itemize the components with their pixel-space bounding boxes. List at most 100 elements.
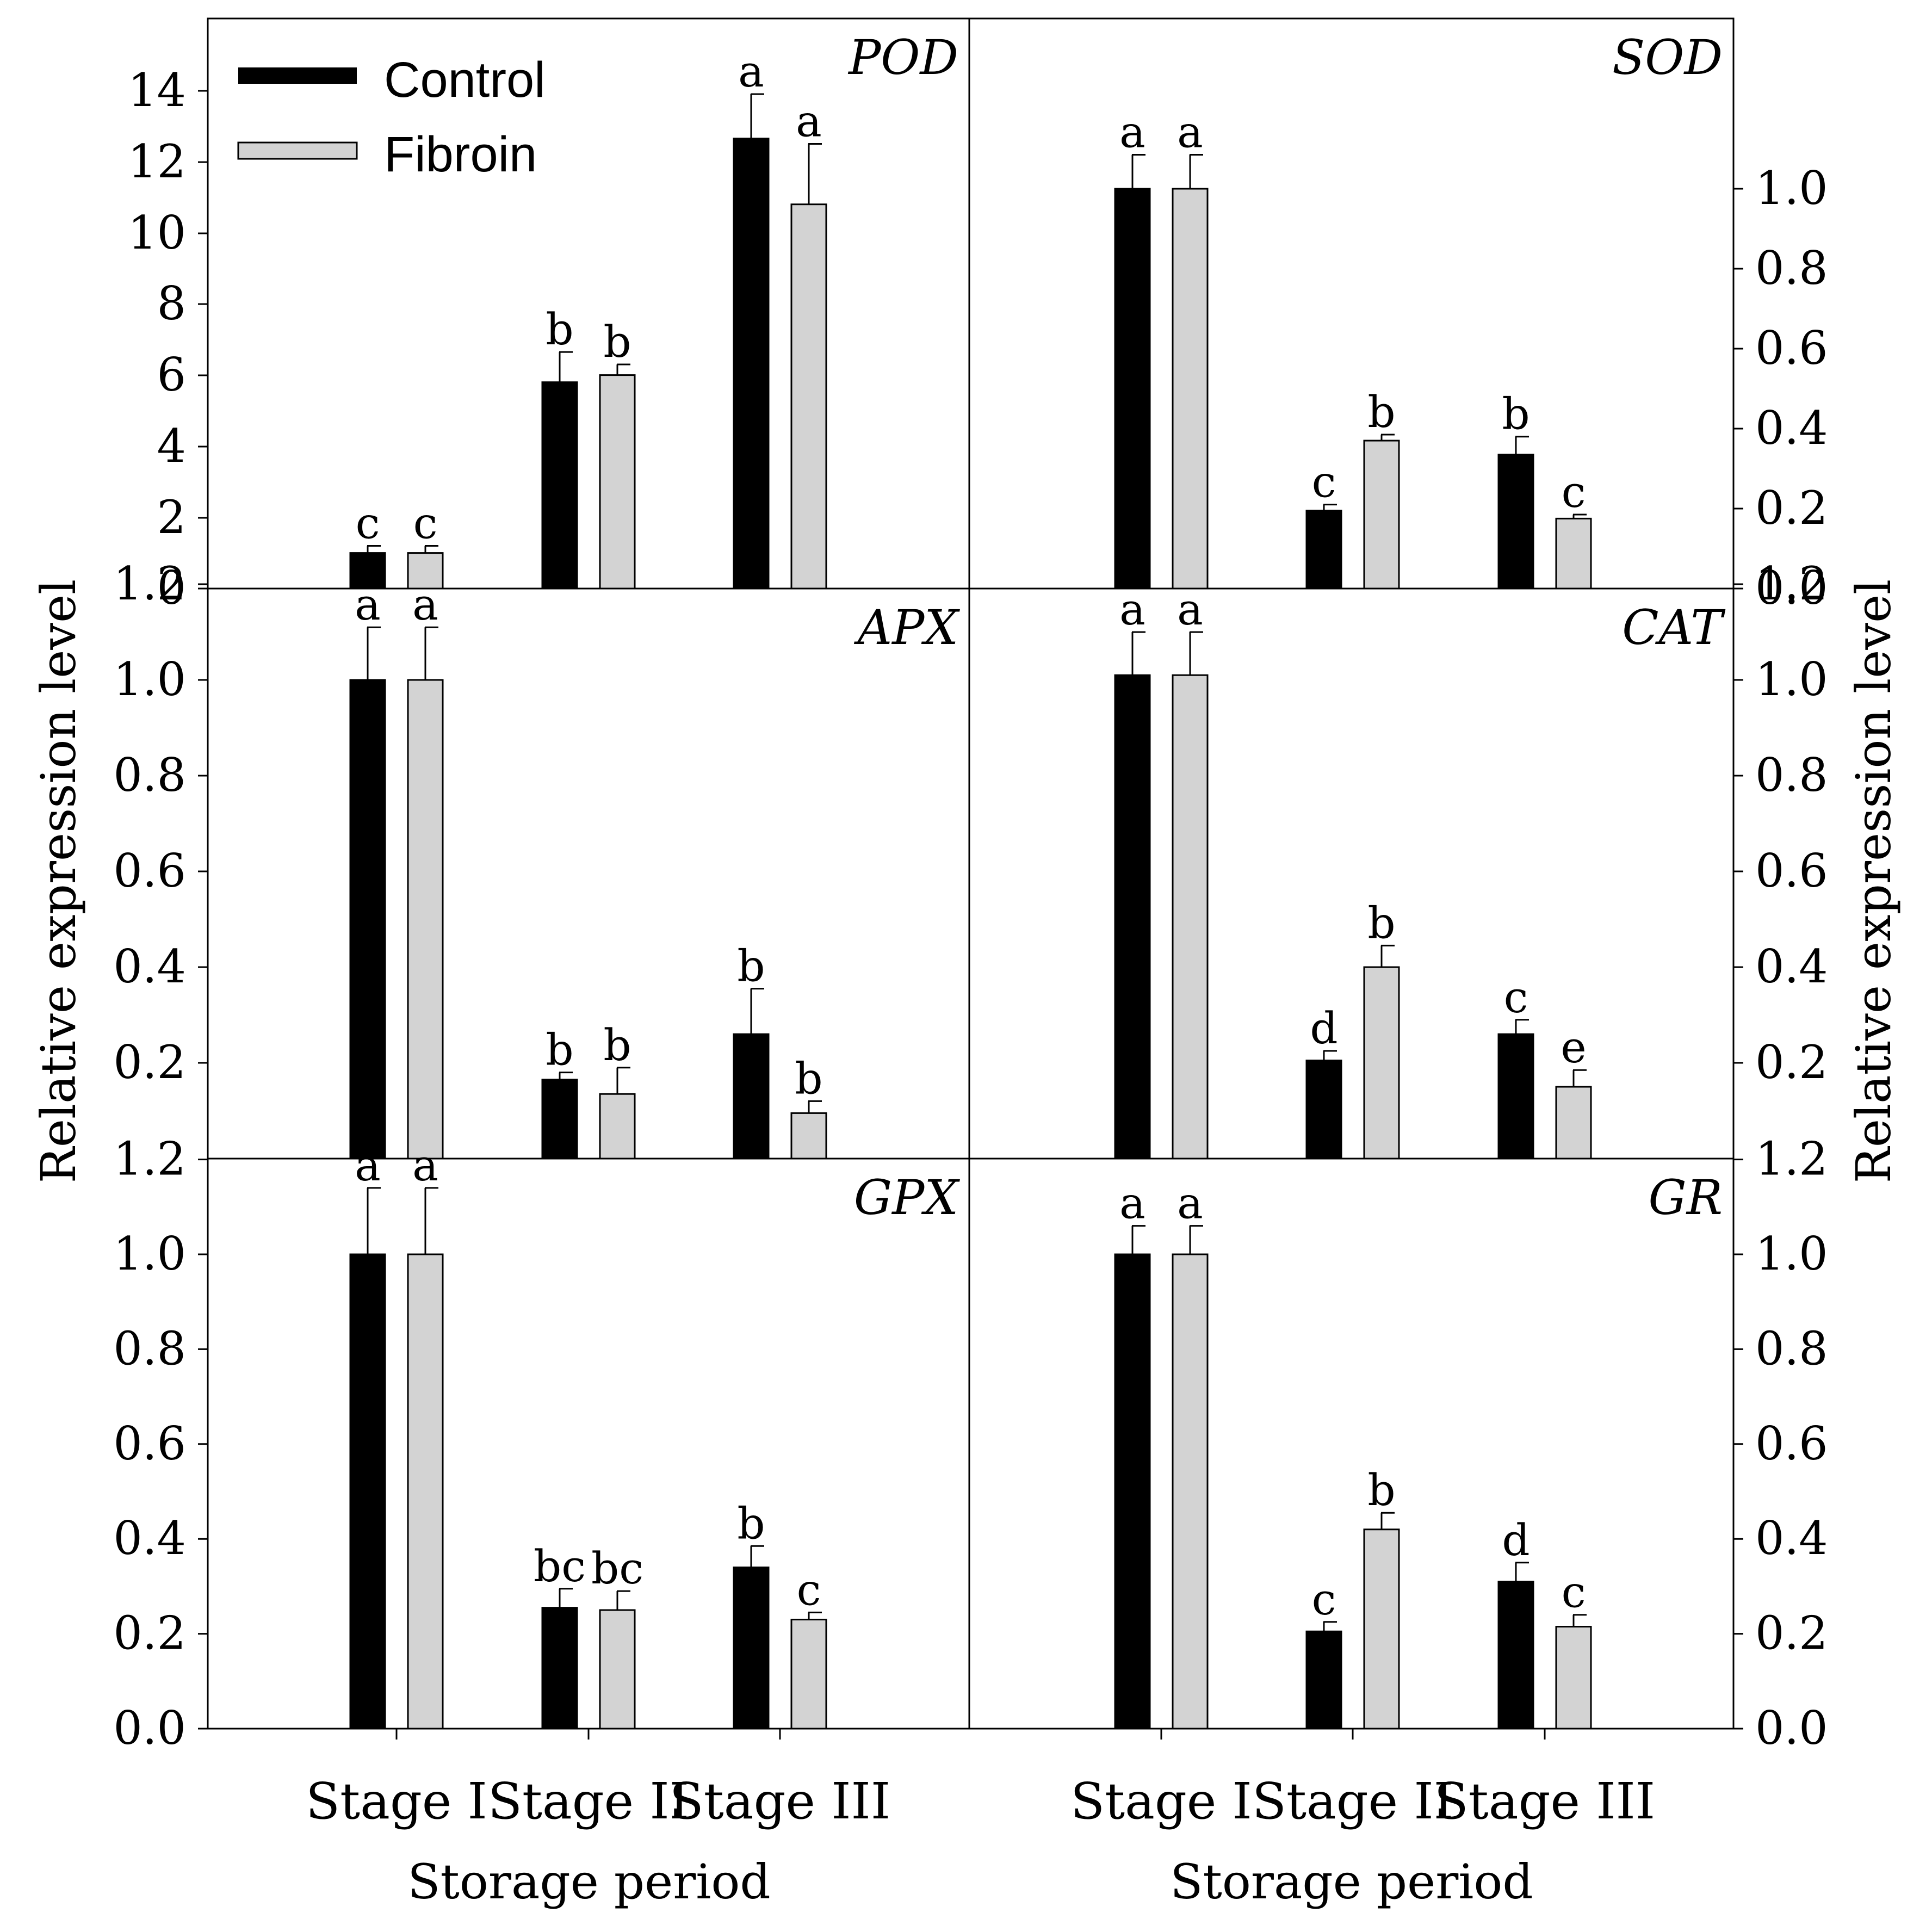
error-bar-apx-fibroin-stage-ii (616, 1067, 630, 1094)
bar-sod-control-stage-iii (1497, 454, 1534, 590)
error-bar-pod-control-stage-iii (750, 93, 764, 139)
error-bar-apx-control-stage-iii (750, 988, 764, 1035)
gene-label-pod: POD (847, 29, 958, 85)
bar-pod-fibroin-stage-ii (599, 374, 636, 590)
sig-letter-gpx-fibroin-stage-ii: bc (591, 1543, 643, 1594)
error-bar-gpx-fibroin-stage-iii (808, 1611, 822, 1620)
bar-gpx-fibroin-stage-ii (599, 1609, 636, 1730)
sig-letter-pod-control-stage-iii: a (738, 46, 764, 97)
y-tick-label-pod-8: 8 (157, 277, 186, 330)
error-bar-pod-fibroin-stage-ii (616, 363, 630, 375)
y-tick-label-cat-1-2: 1.2 (1755, 557, 1828, 610)
gene-label-gr: GR (1648, 1169, 1723, 1225)
error-bar-sod-control-stage-i (1131, 154, 1145, 189)
bar-gpx-control-stage-iii (733, 1567, 770, 1730)
sig-letter-cat-fibroin-stage-i: a (1177, 584, 1203, 635)
sig-letter-cat-fibroin-stage-iii: e (1561, 1022, 1586, 1073)
sig-letter-sod-fibroin-stage-ii: b (1367, 387, 1395, 437)
legend: Control Fibroin (237, 52, 546, 182)
x-tick-label-right-stage-i: Stage I (1070, 1772, 1252, 1830)
bar-cat-fibroin-stage-ii (1363, 966, 1400, 1160)
y-axis-title-right: Relative expression level (1846, 579, 1902, 1184)
y-tick-label-sod-0-8: 0.8 (1755, 242, 1828, 295)
bar-apx-fibroin-stage-ii (599, 1093, 636, 1160)
y-tick-label-sod-0-0: 0.0 (1755, 561, 1828, 615)
bar-pod-control-stage-iii (733, 138, 770, 590)
y-tick-label-gr-0-4: 0.4 (1755, 1512, 1828, 1565)
bar-cat-control-stage-i (1114, 674, 1151, 1160)
bar-pod-control-stage-i (349, 552, 386, 590)
sig-letter-sod-fibroin-stage-iii: c (1562, 467, 1586, 517)
y-axis-title-left: Relative expression level (30, 579, 86, 1184)
sig-letter-cat-control-stage-i: a (1119, 584, 1145, 635)
bar-sod-fibroin-stage-ii (1363, 440, 1400, 590)
error-bar-sod-control-stage-iii (1515, 436, 1529, 455)
x-tick-label-left-stage-i: Stage I (306, 1772, 487, 1830)
y-tick-label-cat-1-0: 1.0 (1755, 653, 1828, 706)
error-bar-gr-fibroin-stage-i (1189, 1225, 1203, 1254)
y-tick-label-gpx-0-4: 0.4 (113, 1512, 186, 1565)
gene-label-sod: SOD (1612, 29, 1723, 85)
bar-gpx-control-stage-ii (541, 1607, 578, 1730)
bar-apx-control-stage-i (349, 679, 386, 1160)
bar-gpx-control-stage-i (349, 1253, 386, 1730)
bar-pod-fibroin-stage-i (407, 552, 444, 590)
y-tick-label-gpx-1-0: 1.0 (113, 1227, 186, 1280)
error-bar-pod-fibroin-stage-i (424, 545, 438, 553)
sig-letter-gpx-fibroin-stage-iii: c (797, 1564, 821, 1615)
gene-label-cat: CAT (1622, 599, 1726, 655)
sig-letter-pod-control-stage-ii: b (546, 304, 573, 355)
sig-letter-gr-control-stage-ii: c (1312, 1574, 1336, 1625)
bar-gr-fibroin-stage-iii (1555, 1626, 1592, 1730)
error-bar-sod-fibroin-stage-ii (1380, 434, 1395, 441)
sig-letter-gr-control-stage-i: a (1119, 1178, 1145, 1229)
error-bar-gr-control-stage-i (1131, 1225, 1145, 1254)
x-tick-label-left-stage-ii: Stage II (488, 1772, 689, 1830)
y-tick-label-sod-0-4: 0.4 (1755, 401, 1828, 455)
bar-cat-control-stage-ii (1305, 1060, 1342, 1160)
y-tick-label-gpx-1-2: 1.2 (113, 1132, 186, 1186)
y-tick-label-sod-0-2: 0.2 (1755, 481, 1828, 535)
y-tick-label-pod-14: 14 (128, 64, 186, 117)
bar-apx-control-stage-ii (541, 1079, 578, 1160)
bar-sod-control-stage-i (1114, 188, 1151, 590)
sig-letter-cat-fibroin-stage-ii: b (1367, 897, 1395, 948)
y-tick-label-apx-1-0: 1.0 (113, 653, 186, 706)
y-tick-label-cat-0-4: 0.4 (1755, 940, 1828, 993)
y-tick-label-pod-0: 0 (157, 561, 186, 615)
sig-letter-apx-fibroin-stage-ii: b (603, 1020, 631, 1070)
error-bar-sod-control-stage-ii (1323, 504, 1337, 511)
sig-letter-sod-control-stage-iii: b (1502, 389, 1530, 440)
y-tick-label-sod-0-6: 0.6 (1755, 321, 1828, 375)
error-bar-gr-control-stage-ii (1323, 1621, 1337, 1632)
sig-letter-pod-fibroin-stage-iii: a (796, 96, 822, 147)
y-tick-label-apx-1-2: 1.2 (113, 557, 186, 610)
x-axis-title-right: Storage period (1170, 1854, 1533, 1910)
error-bar-gpx-control-stage-iii (750, 1545, 764, 1568)
error-bar-apx-control-stage-ii (559, 1072, 573, 1080)
error-bar-sod-fibroin-stage-iii (1572, 513, 1587, 519)
sig-letter-apx-control-stage-ii: b (546, 1025, 573, 1075)
y-tick-label-gr-1-0: 1.0 (1755, 1227, 1828, 1280)
error-bar-cat-fibroin-stage-i (1189, 631, 1203, 676)
gene-label-apx: APX (854, 599, 961, 655)
y-tick-label-gr-0-6: 0.6 (1755, 1417, 1828, 1470)
error-bar-gpx-fibroin-stage-ii (616, 1590, 630, 1610)
bar-cat-control-stage-iii (1497, 1033, 1534, 1160)
error-bar-pod-control-stage-i (367, 545, 381, 553)
error-bar-gpx-fibroin-stage-i (424, 1187, 438, 1254)
bar-apx-fibroin-stage-iii (790, 1112, 827, 1160)
y-tick-label-gr-0-2: 0.2 (1755, 1607, 1828, 1660)
legend-label-control: Control (384, 52, 546, 108)
y-tick-label-gr-0-8: 0.8 (1755, 1322, 1828, 1375)
bar-cat-fibroin-stage-i (1172, 674, 1209, 1160)
y-tick-label-gpx-0-2: 0.2 (113, 1607, 186, 1660)
bar-pod-fibroin-stage-iii (790, 203, 827, 590)
sig-letter-cat-control-stage-iii: c (1504, 972, 1528, 1023)
sig-letter-gpx-control-stage-i: a (355, 1140, 381, 1191)
error-bar-pod-control-stage-ii (559, 351, 573, 382)
legend-label-fibroin: Fibroin (384, 127, 537, 182)
y-tick-label-cat-0-8: 0.8 (1755, 748, 1828, 802)
error-bar-sod-fibroin-stage-i (1189, 154, 1203, 189)
